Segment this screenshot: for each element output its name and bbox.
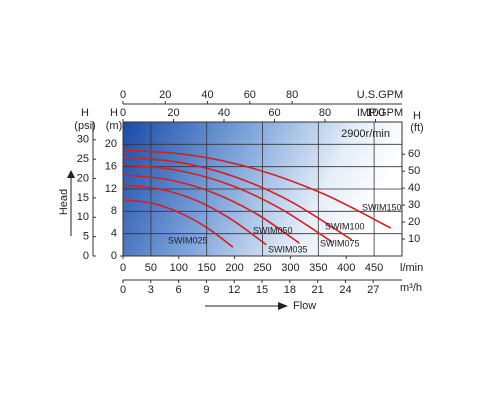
axis-symbol: H (81, 107, 89, 119)
pump-curve (122, 149, 392, 229)
x-tick-label: 400 (337, 262, 355, 274)
x-tick-label: 50 (145, 262, 157, 274)
y-tick-label: 4 (111, 228, 117, 240)
tick-label: 18 (284, 284, 296, 296)
x-tick-label: 250 (253, 262, 271, 274)
pump-curve (122, 184, 267, 246)
tick-label: 15 (256, 284, 268, 296)
flow-arrowhead (278, 302, 288, 310)
tick-label: 30 (77, 134, 89, 146)
series-label: SWIM025 (168, 235, 208, 245)
tick-label: 6 (176, 284, 182, 296)
tick-label: 40 (408, 182, 420, 194)
pump-curve (122, 174, 300, 244)
x-tick-label: 200 (225, 262, 243, 274)
y-tick-label: 20 (105, 138, 117, 150)
tick-label: 10 (408, 233, 420, 245)
y-axis-symbol: H (110, 107, 118, 119)
tick-label: 80 (286, 89, 298, 101)
x-axis-title: Flow (293, 300, 316, 312)
tick-label: 100 (366, 107, 384, 119)
x-tick-label: 0 (120, 262, 126, 274)
y-tick-label: 12 (105, 183, 117, 195)
tick-label: 0 (120, 107, 126, 119)
tick-label: 3 (148, 284, 154, 296)
x-tick-label: 300 (281, 262, 299, 274)
tick-label: 21 (312, 284, 324, 296)
tick-label: 40 (218, 107, 230, 119)
tick-label: 80 (319, 107, 331, 119)
speed-note: 2900r/min (341, 128, 390, 140)
y-tick-label: 0 (111, 250, 117, 262)
tick-label: 30 (408, 199, 420, 211)
tick-label: 60 (268, 107, 280, 119)
tick-label: 20 (159, 89, 171, 101)
tick-label: 0 (83, 250, 89, 262)
axis-unit: m³/h (400, 282, 422, 294)
y-axis-title: Head (58, 189, 70, 215)
tick-label: 27 (367, 284, 379, 296)
x-tick-label: 450 (365, 262, 383, 274)
series-label: SWIM100 (325, 221, 365, 231)
tick-label: 5 (83, 231, 89, 243)
head-arrowhead (67, 170, 75, 178)
series-label: SWIM150 (362, 202, 402, 212)
tick-label: 12 (228, 284, 240, 296)
tick-label: 60 (244, 89, 256, 101)
pump-curve (122, 199, 234, 248)
tick-label: 15 (77, 192, 89, 204)
tick-label: 40 (201, 89, 213, 101)
pump-curve (122, 156, 353, 241)
axis-unit: IMP.GPM (357, 107, 403, 119)
series-label: SWIM050 (253, 225, 293, 235)
y-axis-unit: (m) (106, 120, 123, 132)
axis-unit: (psi) (74, 120, 95, 132)
axis-unit: (ft) (410, 122, 423, 134)
tick-label: 20 (408, 216, 420, 228)
x-tick-label: 100 (170, 262, 188, 274)
tick-label: 60 (408, 148, 420, 160)
series-label: SWIM035 (268, 244, 308, 254)
tick-label: 20 (77, 172, 89, 184)
pump-curve (122, 164, 333, 243)
tick-label: 24 (339, 284, 351, 296)
x-axis-unit: l/min (400, 262, 423, 274)
tick-label: 10 (77, 211, 89, 223)
series-label: SWIM075 (320, 238, 360, 248)
tick-label: 20 (167, 107, 179, 119)
x-tick-label: 150 (198, 262, 216, 274)
y-tick-label: 8 (111, 205, 117, 217)
tick-label: 0 (120, 89, 126, 101)
tick-label: 25 (77, 153, 89, 165)
y-tick-label: 16 (105, 161, 117, 173)
tick-label: 9 (203, 284, 209, 296)
tick-label: 50 (408, 165, 420, 177)
x-tick-label: 350 (309, 262, 327, 274)
axis-symbol: H (413, 110, 421, 122)
tick-label: 0 (120, 284, 126, 296)
axis-unit: U.S.GPM (357, 89, 403, 101)
